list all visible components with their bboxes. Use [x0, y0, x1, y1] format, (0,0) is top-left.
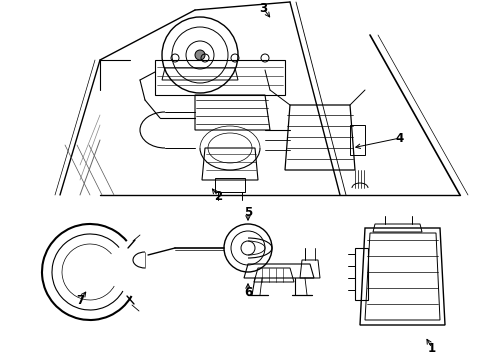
Text: 5: 5 [244, 206, 252, 219]
Circle shape [195, 50, 205, 60]
Text: 4: 4 [396, 131, 404, 144]
Text: 3: 3 [259, 1, 267, 14]
Text: 6: 6 [244, 285, 252, 298]
Text: 1: 1 [428, 342, 436, 355]
Text: 7: 7 [76, 293, 84, 306]
Text: 2: 2 [214, 189, 222, 202]
